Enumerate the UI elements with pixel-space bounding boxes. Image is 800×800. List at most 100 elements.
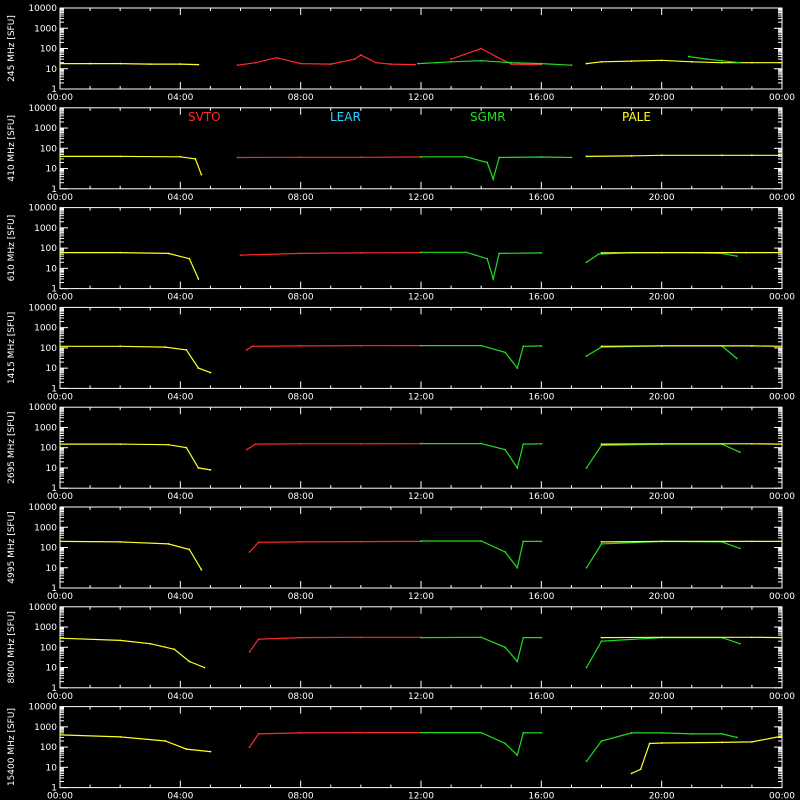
point-pale	[149, 642, 152, 645]
x-tick-label: 00:00	[769, 193, 795, 203]
x-tick-label: 00:00	[47, 592, 73, 602]
y-tick-label: 10000	[28, 503, 57, 513]
point-svto	[251, 345, 254, 348]
point-svto	[299, 156, 302, 159]
point-pale	[164, 346, 167, 348]
point-pale	[600, 540, 603, 543]
x-tick-label: 00:00	[47, 193, 73, 203]
point-pale	[197, 367, 200, 370]
point-pale	[720, 154, 723, 157]
point-sgmr	[465, 251, 468, 254]
y-axis-label: 8800 MHz [SFU]	[7, 611, 17, 683]
series-svto	[237, 54, 416, 66]
point-svto	[257, 732, 260, 735]
point-sgmr	[504, 351, 507, 354]
point-pale	[751, 636, 753, 639]
y-tick-label: 1000	[34, 523, 57, 533]
series-pale	[60, 345, 211, 374]
point-svto	[236, 156, 239, 159]
point-sgmr	[510, 61, 513, 64]
x-tick-label: 16:00	[528, 692, 554, 702]
point-svto	[257, 638, 260, 641]
point-pale	[781, 154, 782, 157]
point-pale	[751, 540, 753, 543]
series-sgmr	[421, 345, 542, 370]
point-pale	[781, 636, 782, 639]
point-sgmr	[516, 566, 519, 569]
point-sgmr	[570, 64, 573, 67]
point-sgmr	[420, 344, 422, 347]
y-axis-label: 245 MHz [SFU]	[7, 15, 17, 82]
point-sgmr	[492, 178, 495, 181]
point-sgmr	[585, 467, 588, 469]
point-sgmr	[585, 760, 588, 763]
point-svto	[374, 61, 377, 64]
series-sgmr	[421, 443, 542, 470]
point-sgmr	[480, 540, 483, 542]
point-svto	[299, 252, 302, 255]
point-sgmr	[492, 278, 495, 280]
point-sgmr	[597, 253, 600, 256]
point-pale	[200, 173, 203, 176]
x-tick-label: 08:00	[288, 93, 314, 103]
point-sgmr	[540, 636, 543, 639]
y-tick-label: 100	[40, 643, 57, 653]
y-axis-ticks	[60, 507, 782, 589]
series-sgmr	[421, 251, 542, 282]
series-group	[60, 540, 782, 571]
y-axis-ticks	[60, 108, 782, 190]
point-sgmr	[498, 252, 501, 255]
point-pale	[751, 741, 753, 743]
x-tick-label: 04:00	[167, 792, 193, 800]
point-pale	[751, 61, 753, 64]
point-svto	[275, 56, 278, 59]
y-tick-label: 1000	[34, 423, 57, 433]
point-pale	[781, 345, 782, 348]
x-tick-label: 16:00	[528, 392, 554, 402]
y-tick-label: 10	[46, 464, 58, 474]
point-pale	[630, 772, 633, 775]
point-sgmr	[516, 754, 519, 757]
point-pale	[660, 636, 663, 639]
x-tick-label: 12:00	[408, 792, 434, 800]
x-axis-ticks	[59, 107, 783, 189]
point-sgmr	[738, 642, 741, 645]
point-sgmr	[480, 636, 483, 639]
y-axis-ticks	[60, 707, 782, 789]
point-pale	[188, 548, 191, 551]
point-svto	[329, 63, 332, 65]
point-pale	[173, 648, 176, 651]
point-sgmr	[420, 155, 422, 158]
point-sgmr	[480, 442, 483, 445]
point-pale	[60, 62, 61, 65]
x-tick-label: 00:00	[47, 692, 73, 702]
series-sgmr	[421, 732, 542, 757]
point-sgmr	[585, 355, 588, 357]
point-pale	[119, 735, 122, 738]
y-tick-label: 1000	[34, 723, 57, 733]
x-axis-ticks	[59, 606, 783, 688]
point-sgmr	[504, 551, 507, 553]
point-sgmr	[516, 660, 519, 663]
point-sgmr	[600, 640, 603, 643]
series-sgmr	[688, 56, 740, 64]
x-tick-label: 16:00	[528, 592, 554, 602]
x-tick-label: 04:00	[167, 592, 193, 602]
y-tick-label: 1000	[34, 24, 57, 34]
point-sgmr	[738, 547, 741, 550]
point-sgmr	[420, 540, 422, 542]
series-group	[60, 47, 782, 67]
y-tick-label: 100	[40, 244, 57, 254]
point-pale	[197, 63, 200, 66]
y-tick-label: 10	[46, 165, 58, 175]
x-tick-label: 20:00	[649, 792, 675, 800]
x-tick-label: 08:00	[288, 392, 314, 402]
x-tick-label: 16:00	[528, 193, 554, 203]
point-pale	[197, 467, 200, 469]
point-svto	[248, 551, 251, 553]
x-tick-label: 00:00	[47, 293, 73, 303]
